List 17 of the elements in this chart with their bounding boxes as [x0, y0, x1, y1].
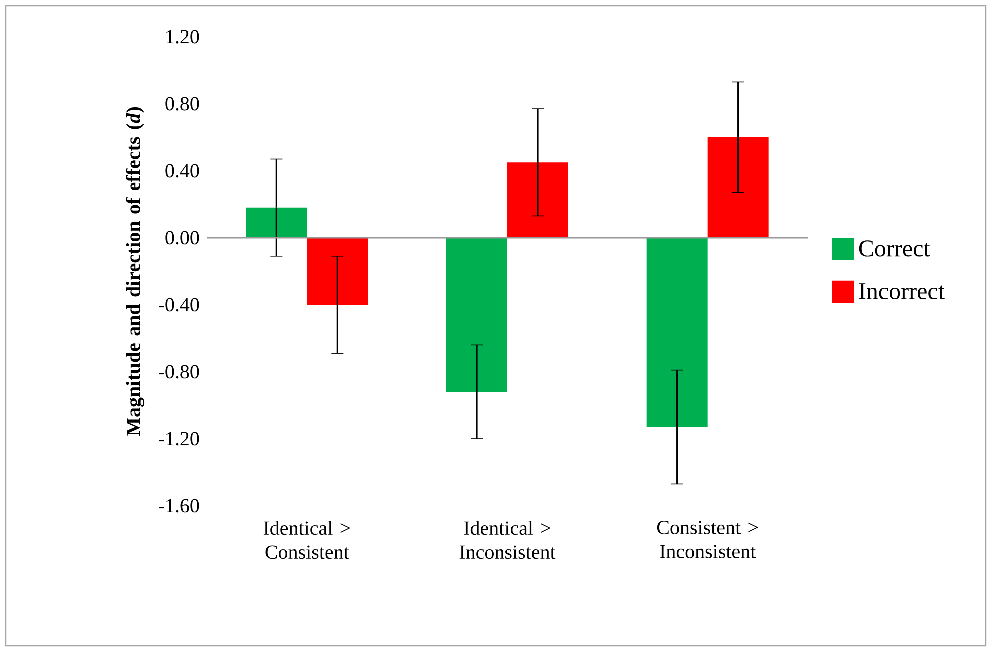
- bar: [646, 238, 708, 428]
- bar: [446, 238, 508, 392]
- y-tick-label: -0.80: [159, 365, 200, 379]
- y-tick-label: -1.20: [159, 432, 200, 446]
- y-tick-label: -0.40: [159, 298, 200, 312]
- legend-label: Correct: [859, 240, 930, 257]
- legend-label: Incorrect: [859, 284, 945, 300]
- y-tick-label: 0.40: [166, 164, 200, 178]
- y-tick-label: 0.80: [166, 97, 200, 111]
- x-tick-label: Identical > Consistent: [264, 521, 350, 560]
- x-tick-label: Consistent > Inconsistent: [657, 521, 758, 558]
- y-tick-label: 1.20: [166, 30, 200, 44]
- y-tick-label: -1.60: [159, 499, 200, 513]
- x-tick-label: Identical > Inconsistent: [460, 521, 556, 560]
- y-axis-title: Magnitude and direction of effects (d): [126, 107, 145, 436]
- y-tick-label: 0.00: [166, 231, 200, 245]
- bar: [246, 208, 308, 238]
